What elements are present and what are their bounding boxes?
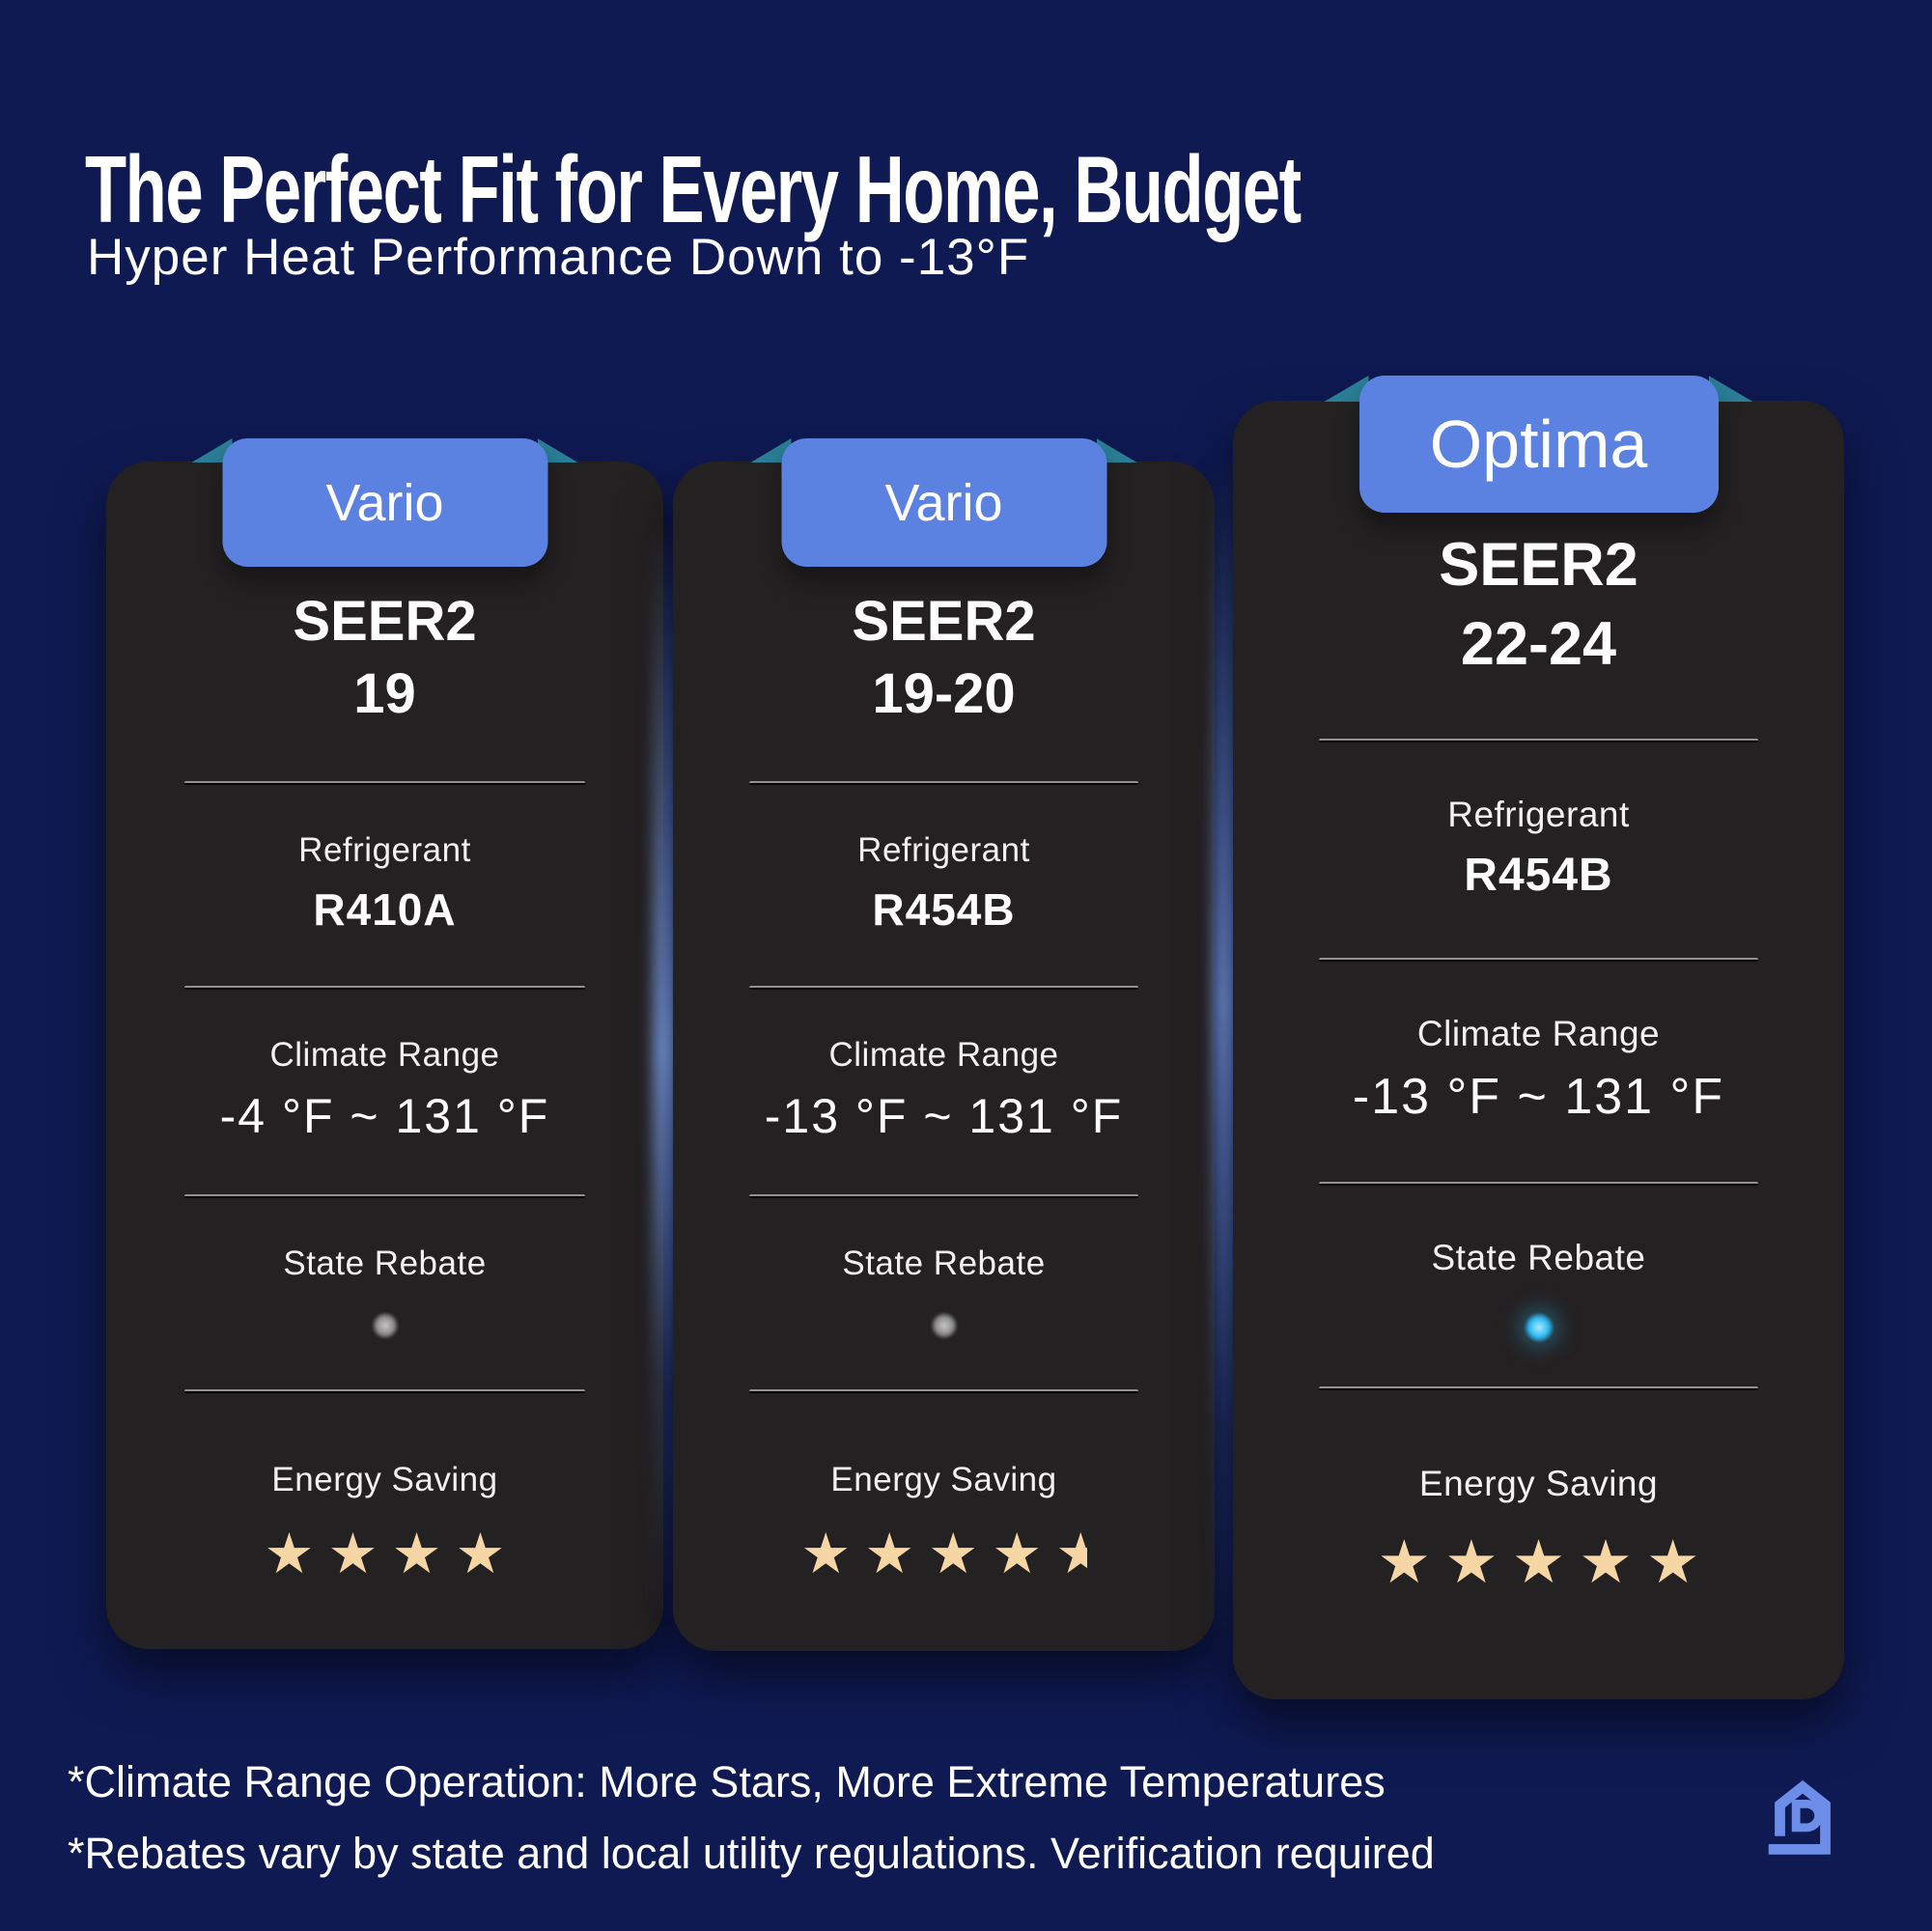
refrigerant-label: Refrigerant [1447,794,1630,834]
divider [748,1388,1139,1393]
divider [748,1193,1139,1198]
card-body: SEER2 19 Refrigerant R410A Climate Range… [106,462,663,1773]
divider [748,780,1139,785]
refrigerant-label: Refrigerant [857,830,1030,869]
climate-range-value: -13 °F ~ 131 °F [1352,1068,1725,1125]
climate-range-label: Climate Range [269,1035,500,1074]
refrigerant-value: R410A [313,883,457,935]
star-full-icon: ★ [1511,1528,1566,1596]
product-card-optima-22-24: Optima SEER2 22-24 Refrigerant R454B Cli… [1233,376,1844,1699]
star-full-icon: ★ [1645,1528,1700,1596]
product-name-tab: Optima [1358,376,1719,513]
climate-range-value: -4 °F ~ 131 °F [219,1088,550,1143]
energy-saving-label: Energy Saving [271,1460,498,1498]
star-full-icon: ★ [1579,1528,1633,1596]
refrigerant-label: Refrigerant [298,830,471,869]
rebate-indicator-dot [371,1311,399,1339]
climate-range-label: Climate Range [828,1035,1059,1074]
footnote-rebates: *Rebates vary by state and local utility… [68,1829,1435,1878]
card-body: SEER2 19-20 Refrigerant R454B Climate Ra… [673,462,1215,1775]
energy-saving-stars: ★ ★ ★ ★ ★ [673,1522,1215,1585]
refrigerant-value: R454B [1464,849,1613,901]
divider [1318,957,1759,962]
star-full-icon: ★ [800,1522,852,1585]
divider [183,985,586,990]
energy-saving-label: Energy Saving [1418,1463,1659,1503]
product-name-tab: Vario [781,438,1106,567]
product-name: Optima [1429,406,1648,482]
divider [1318,1385,1759,1390]
state-rebate-label: State Rebate [1431,1237,1646,1277]
seer2-value: 22-24 [1460,609,1617,678]
divider [748,985,1139,990]
divider [183,1193,586,1198]
star-full-icon: ★ [391,1522,442,1585]
page-title: The Perfect Fit for Every Home, Budget [85,135,1302,242]
rebate-indicator-dot [1522,1310,1555,1344]
energy-saving-stars: ★ ★ ★ ★ [106,1522,663,1585]
star-full-icon: ★ [1377,1528,1432,1596]
climate-range-label: Climate Range [1416,1013,1661,1053]
star-full-icon: ★ [864,1522,915,1585]
seer2-rating: SEER2 19-20 [673,585,1215,731]
product-card-vario-19: Vario SEER2 19 Refrigerant R410A Climate… [106,438,663,1649]
footnote-climate-range: *Climate Range Operation: More Stars, Mo… [68,1757,1386,1806]
page-subtitle: Hyper Heat Performance Down to -13°F [87,229,1030,286]
product-name-tab: Vario [222,438,547,567]
star-full-icon: ★ [1444,1528,1498,1596]
divider [1318,1181,1759,1186]
divider [183,1388,586,1393]
energy-saving-stars: ★ ★ ★ ★ ★ [1233,1528,1844,1596]
seer2-label: SEER2 [852,590,1036,653]
seer2-value: 19 [353,662,416,726]
product-card-vario-19-20: Vario SEER2 19-20 Refrigerant R454B Clim… [673,438,1215,1651]
seer2-rating: SEER2 22-24 [1233,526,1844,685]
state-rebate-label: State Rebate [842,1244,1046,1282]
star-full-icon: ★ [264,1522,315,1585]
star-full-icon: ★ [455,1522,506,1585]
card-body: SEER2 22-24 Refrigerant R454B Climate Ra… [1233,401,1844,1825]
divider [1318,738,1759,742]
product-name: Vario [884,473,1003,532]
star-full-icon: ★ [327,1522,378,1585]
state-rebate-label: State Rebate [283,1244,487,1282]
energy-saving-label: Energy Saving [830,1460,1057,1498]
climate-range-value: -13 °F ~ 131 °F [764,1088,1124,1143]
product-name: Vario [325,473,444,532]
star-full-icon: ★ [928,1522,979,1585]
star-half-icon: ★ [1055,1525,1087,1582]
house-d-logo [1768,1779,1831,1855]
star-full-icon: ★ [992,1522,1043,1585]
seer2-label: SEER2 [1439,531,1638,599]
divider [183,780,586,785]
seer2-value: 19-20 [872,662,1016,726]
refrigerant-value: R454B [872,883,1016,935]
seer2-rating: SEER2 19 [106,585,663,731]
seer2-label: SEER2 [293,590,477,653]
rebate-indicator-dot [930,1311,958,1339]
